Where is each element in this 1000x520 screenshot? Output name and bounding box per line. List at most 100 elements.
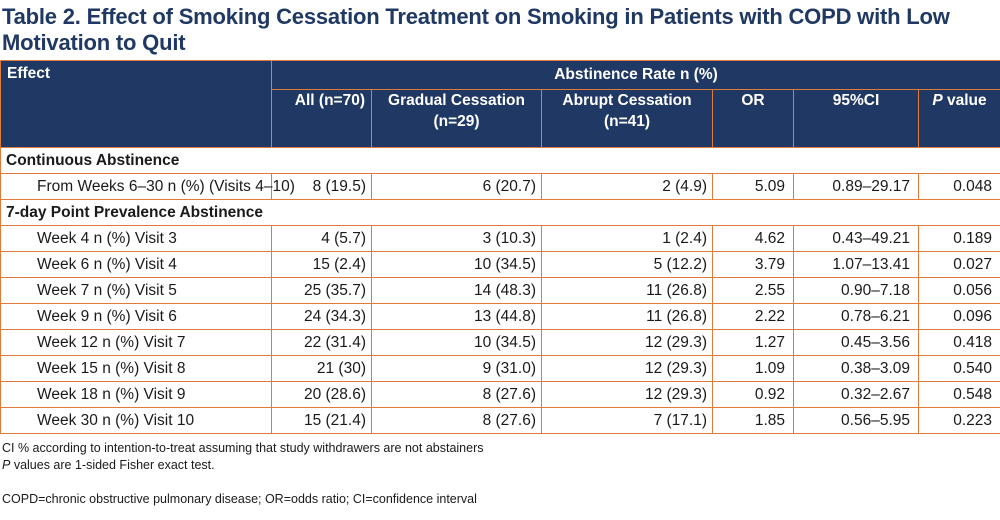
cell-or: 5.09 bbox=[712, 173, 794, 200]
note-p-values: P values are 1-sided Fisher exact test. bbox=[2, 457, 484, 474]
cell-or: 2.55 bbox=[712, 277, 794, 304]
cell-ci: 0.90–7.18 bbox=[793, 277, 919, 304]
cell-p: 0.096 bbox=[917, 303, 1000, 330]
header-or: OR bbox=[712, 89, 794, 148]
abstinence-table: Effect Abstinence Rate n (%) All (n=70) … bbox=[0, 60, 1000, 434]
cell-ci: 0.45–3.56 bbox=[793, 329, 919, 356]
cell-all: 4 (5.7) bbox=[271, 225, 372, 252]
cell-all: 15 (2.4) bbox=[271, 251, 372, 278]
cell-all: 8 (19.5) bbox=[271, 173, 372, 200]
cell-ci: 0.78–6.21 bbox=[793, 303, 919, 330]
header-all: All (n=70) bbox=[271, 89, 372, 148]
cell-label: Week 7 n (%) Visit 5 bbox=[0, 277, 272, 304]
cell-all: 22 (31.4) bbox=[271, 329, 372, 356]
cell-gradual: 10 (34.5) bbox=[371, 251, 542, 278]
cell-all: 25 (35.7) bbox=[271, 277, 372, 304]
cell-gradual: 9 (31.0) bbox=[371, 355, 542, 382]
cell-gradual: 3 (10.3) bbox=[371, 225, 542, 252]
cell-abrupt: 5 (12.2) bbox=[541, 251, 713, 278]
note-p-italic: P bbox=[2, 458, 11, 472]
cell-gradual: 13 (44.8) bbox=[371, 303, 542, 330]
header-abrupt: Abrupt Cessation (n=41) bbox=[541, 89, 713, 148]
cell-abrupt: 12 (29.3) bbox=[541, 355, 713, 382]
section-row: 7-day Point Prevalence Abstinence bbox=[0, 199, 1000, 226]
cell-label: Week 9 n (%) Visit 6 bbox=[0, 303, 272, 330]
cell-p: 0.189 bbox=[917, 225, 1000, 252]
cell-or: 3.79 bbox=[712, 251, 794, 278]
table-row: Week 12 n (%) Visit 7 22 (31.4) 10 (34.5) 1… bbox=[0, 329, 1000, 356]
header-gradual-line2: (n=29) bbox=[433, 113, 480, 130]
table-notes: CI % according to intention-to-treat ass… bbox=[2, 440, 484, 508]
cell-ci: 0.56–5.95 bbox=[793, 407, 919, 434]
table-body: Continuous Abstinence From Weeks 6–30 n (… bbox=[0, 147, 1000, 434]
cell-p: 0.223 bbox=[917, 407, 1000, 434]
cell-gradual: 8 (27.6) bbox=[371, 381, 542, 408]
cell-ci: 0.38–3.09 bbox=[793, 355, 919, 382]
cell-label: Week 18 n (%) Visit 9 bbox=[0, 381, 272, 408]
cell-p: 0.048 bbox=[917, 173, 1000, 200]
header-row-group: Effect Abstinence Rate n (%) bbox=[0, 60, 1000, 148]
cell-p: 0.418 bbox=[917, 329, 1000, 356]
cell-ci: 0.43–49.21 bbox=[793, 225, 919, 252]
cell-abrupt: 12 (29.3) bbox=[541, 329, 713, 356]
table-row: Week 30 n (%) Visit 10 15 (21.4) 8 (27.6) 7… bbox=[0, 407, 1000, 434]
cell-label: Week 4 n (%) Visit 3 bbox=[0, 225, 272, 252]
header-row-columns: All (n=70) Gradual Cessation (n=29) Abru… bbox=[1, 89, 1000, 148]
header-ci: 95%CI bbox=[793, 89, 919, 148]
cell-all: 21 (30) bbox=[271, 355, 372, 382]
cell-or: 4.62 bbox=[712, 225, 794, 252]
cell-or: 1.85 bbox=[712, 407, 794, 434]
cell-abrupt: 12 (29.3) bbox=[541, 381, 713, 408]
cell-label: Week 15 n (%) Visit 8 bbox=[0, 355, 272, 382]
table-row: From Weeks 6–30 n (%) (Visits 4–10) 8 (19… bbox=[0, 173, 1000, 200]
note-p-rest: values are 1-sided Fisher exact test. bbox=[10, 458, 215, 472]
section-label: 7-day Point Prevalence Abstinence bbox=[0, 199, 1000, 226]
cell-abrupt: 7 (17.1) bbox=[541, 407, 713, 434]
header-p-rest: value bbox=[942, 92, 987, 109]
cell-p: 0.548 bbox=[917, 381, 1000, 408]
table-row: Week 6 n (%) Visit 4 15 (2.4) 10 (34.5) 5 (… bbox=[0, 251, 1000, 278]
cell-gradual: 10 (34.5) bbox=[371, 329, 542, 356]
cell-abrupt: 2 (4.9) bbox=[541, 173, 713, 200]
cell-label: Week 30 n (%) Visit 10 bbox=[0, 407, 272, 434]
cell-abrupt: 11 (26.8) bbox=[541, 277, 713, 304]
header-gradual: Gradual Cessation (n=29) bbox=[371, 89, 542, 148]
header-gradual-line1: Gradual Cessation bbox=[388, 92, 525, 109]
table-title: Table 2. Effect of Smoking Cessation Tre… bbox=[2, 4, 950, 55]
note-abbreviations: COPD=chronic obstructive pulmonary disea… bbox=[2, 492, 477, 506]
cell-label: From Weeks 6–30 n (%) (Visits 4–10) bbox=[0, 173, 295, 200]
cell-label: Week 6 n (%) Visit 4 bbox=[0, 251, 272, 278]
cell-ci: 0.32–2.67 bbox=[793, 381, 919, 408]
cell-p: 0.540 bbox=[917, 355, 1000, 382]
table-row: Week 18 n (%) Visit 9 20 (28.6) 8 (27.6) 12… bbox=[0, 381, 1000, 408]
cell-ci: 0.89–29.17 bbox=[793, 173, 919, 200]
cell-all: 24 (34.3) bbox=[271, 303, 372, 330]
cell-all: 20 (28.6) bbox=[271, 381, 372, 408]
cell-or: 1.27 bbox=[712, 329, 794, 356]
header-abstinence-rate: Abstinence Rate n (%) bbox=[270, 60, 1000, 90]
cell-or: 1.09 bbox=[712, 355, 794, 382]
header-abrupt-line1: Abrupt Cessation bbox=[562, 92, 692, 109]
cell-p: 0.056 bbox=[917, 277, 1000, 304]
table-row: Week 7 n (%) Visit 5 25 (35.7) 14 (48.3) 11… bbox=[0, 277, 1000, 304]
header-p-italic: P bbox=[932, 92, 943, 109]
cell-all: 15 (21.4) bbox=[271, 407, 372, 434]
cell-or: 0.92 bbox=[712, 381, 794, 408]
table-row: Week 9 n (%) Visit 6 24 (34.3) 13 (44.8) 11… bbox=[0, 303, 1000, 330]
cell-ci: 1.07–13.41 bbox=[793, 251, 919, 278]
note-ci: CI % according to intention-to-treat ass… bbox=[2, 441, 484, 455]
cell-p: 0.027 bbox=[917, 251, 1000, 278]
cell-abrupt: 1 (2.4) bbox=[541, 225, 713, 252]
cell-gradual: 8 (27.6) bbox=[371, 407, 542, 434]
cell-gradual: 6 (20.7) bbox=[371, 173, 542, 200]
header-p-value: P value bbox=[917, 89, 1000, 148]
header-abrupt-line2: (n=41) bbox=[603, 113, 651, 130]
section-row: Continuous Abstinence bbox=[0, 147, 1000, 174]
cell-gradual: 14 (48.3) bbox=[371, 277, 542, 304]
cell-label: Week 12 n (%) Visit 7 bbox=[0, 329, 272, 356]
cell-or: 2.22 bbox=[712, 303, 794, 330]
cell-abrupt: 11 (26.8) bbox=[541, 303, 713, 330]
table-row: Week 15 n (%) Visit 8 21 (30) 9 (31.0) 12 (… bbox=[0, 355, 1000, 382]
header-effect: Effect bbox=[0, 60, 272, 148]
